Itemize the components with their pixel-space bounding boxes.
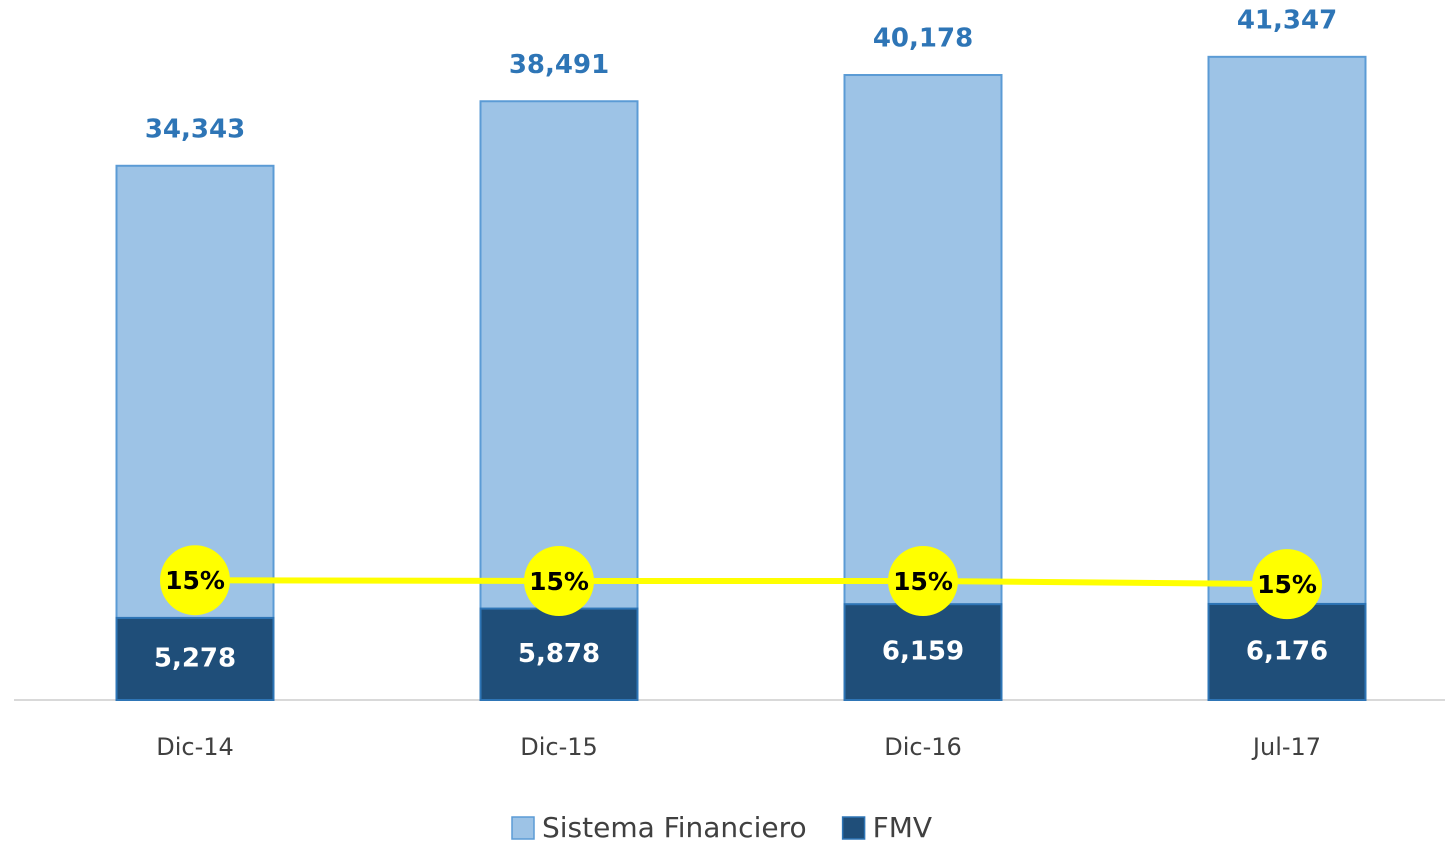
line [194, 577, 1288, 588]
marker [1252, 549, 1322, 620]
data-label: 40,178 [873, 24, 973, 54]
x-tick-label: Dic-15 [520, 733, 598, 761]
data-label: 5,278 [154, 643, 236, 673]
bar [843, 603, 1003, 702]
legend-label: Sistema Financiero [542, 811, 807, 844]
marker [524, 546, 594, 616]
bar [479, 607, 639, 702]
data-label: 41,347 [1237, 5, 1337, 35]
data-label: 15% [893, 567, 953, 596]
legend-label: FMV [873, 811, 932, 844]
data-label: 15% [1257, 570, 1317, 599]
data-label: 15% [165, 566, 225, 595]
marker [888, 546, 958, 616]
x-tick-label: Dic-14 [156, 733, 234, 761]
data-label: 34,343 [145, 114, 245, 144]
x-tick-label: Dic-16 [884, 733, 962, 761]
data-label: 6,159 [882, 637, 964, 667]
legend-swatch [511, 816, 535, 840]
bar [1207, 602, 1367, 702]
bar [115, 616, 275, 701]
legend-swatch [841, 816, 866, 840]
x-tick-label: Jul-17 [1251, 733, 1321, 761]
data-label: 5,878 [518, 639, 600, 669]
data-label: 15% [529, 567, 589, 596]
marker [160, 545, 230, 616]
data-label: 6,176 [1246, 636, 1328, 666]
data-label: 38,491 [509, 50, 609, 80]
